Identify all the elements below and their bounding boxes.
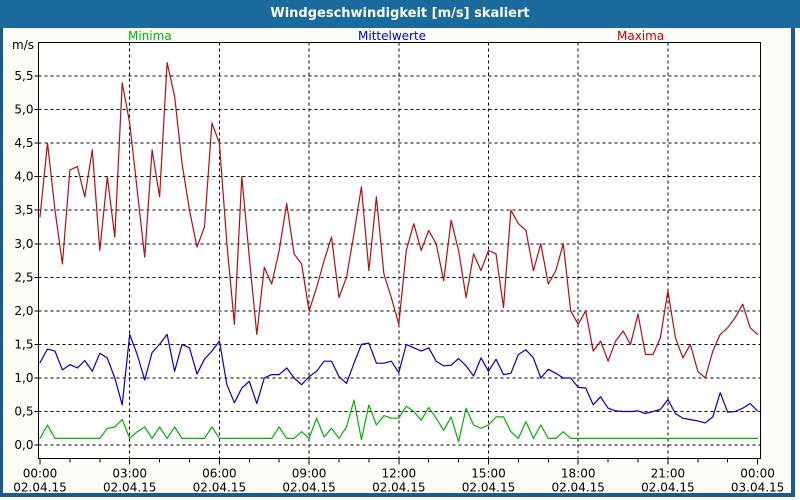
x-tick-time: 09:00 xyxy=(292,467,327,481)
plot-area xyxy=(38,42,761,459)
y-tick-label: 0,0 xyxy=(14,438,33,452)
legend-label-mittelwerte: Mittelwerte xyxy=(358,29,427,43)
x-tick-date: 02.04.15 xyxy=(551,481,604,495)
x-tick-time: 12:00 xyxy=(382,467,417,481)
y-tick-label: 3,5 xyxy=(14,203,33,217)
y-tick-label: 2,5 xyxy=(14,270,33,284)
y-tick-label: 1,5 xyxy=(14,337,33,351)
y-tick-label: 4,0 xyxy=(14,170,33,184)
x-tick-time: 03:00 xyxy=(112,467,147,481)
axis-ticks xyxy=(34,75,759,465)
x-tick-time: 18:00 xyxy=(561,467,596,481)
y-tick-label: 3,0 xyxy=(14,237,33,251)
x-tick-date: 02.04.15 xyxy=(462,481,515,495)
y-tick-label: 0,5 xyxy=(14,405,33,419)
x-tick-date: 03.04.15 xyxy=(731,481,784,495)
y-tick-label: 5,5 xyxy=(14,69,33,83)
x-tick-time: 06:00 xyxy=(202,467,237,481)
series-line-minima xyxy=(39,399,759,443)
legend-label-maxima: Maxima xyxy=(617,29,665,43)
series-line-maxima xyxy=(39,61,759,379)
x-tick-date: 02.04.15 xyxy=(282,481,335,495)
x-tick-time: 00:00 xyxy=(740,467,775,481)
plot-border-rect xyxy=(38,42,761,459)
x-tick-date: 02.04.15 xyxy=(193,481,246,495)
x-axis-labels: 00:0002.04.1503:0002.04.1506:0002.04.150… xyxy=(13,467,784,495)
series-lines xyxy=(39,61,759,443)
series-line-mittelwerte xyxy=(39,333,759,424)
y-tick-label: 2,0 xyxy=(14,304,33,318)
x-tick-time: 21:00 xyxy=(651,467,686,481)
plot-background xyxy=(38,42,761,459)
y-gridlines xyxy=(38,75,761,446)
y-axis-unit-label: m/s xyxy=(12,38,34,52)
legend-label-minima: Minima xyxy=(128,29,172,43)
window-title: Windgeschwindigkeit [m/s] skaliert xyxy=(0,0,800,28)
x-tick-date: 02.04.15 xyxy=(103,481,156,495)
plot-border xyxy=(38,42,761,459)
y-tick-label: 4,5 xyxy=(14,136,33,150)
y-axis-labels: 0,0 0,5 1,0 1,5 2,0 2,5 3,0 3,5 4,0 4,5 5,0 5,5 xyxy=(14,69,33,452)
x-tick-date: 02.04.15 xyxy=(641,481,694,495)
x-tick-time: 00:00 xyxy=(23,467,58,481)
x-tick-date: 02.04.15 xyxy=(13,481,66,495)
y-tick-label: 5,0 xyxy=(14,103,33,117)
x-tick-date: 02.04.15 xyxy=(372,481,425,495)
x-tick-time: 15:00 xyxy=(471,467,506,481)
y-tick-label: 1,0 xyxy=(14,371,33,385)
